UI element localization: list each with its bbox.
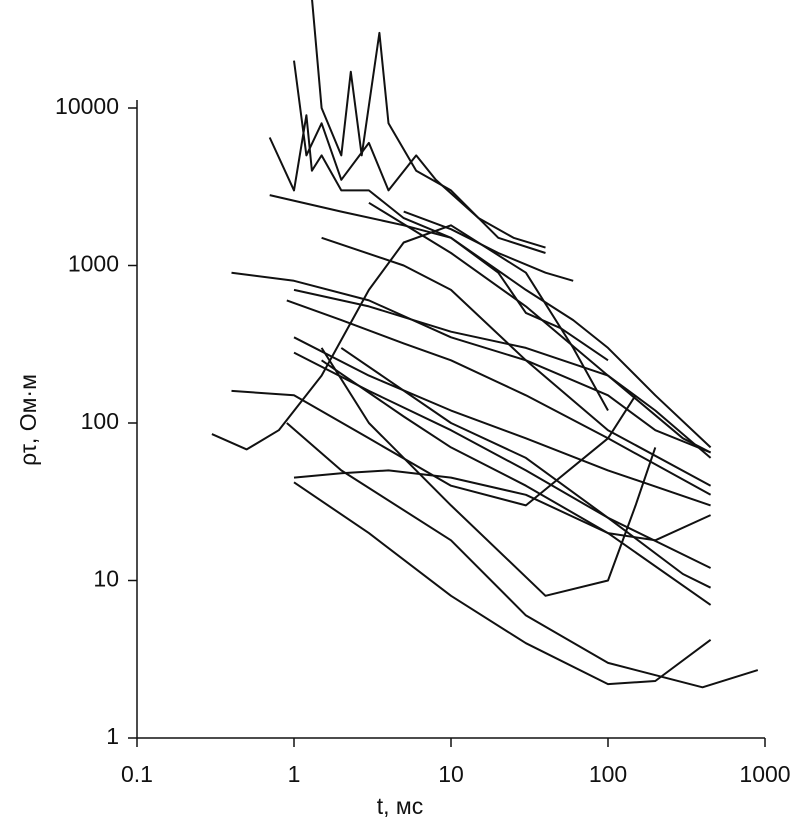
curve (320, 347, 657, 597)
curve (321, 359, 712, 606)
y-tick-label: 10000 (55, 93, 119, 119)
curve (311, 0, 546, 254)
curve (269, 194, 712, 449)
curve (293, 288, 712, 459)
y-tick-label: 1 (106, 723, 119, 749)
curve (368, 201, 712, 454)
curve (293, 60, 546, 249)
curve (286, 299, 712, 496)
x-tick-label: 0.1 (121, 761, 153, 787)
y-tick-label: 10 (93, 566, 119, 592)
x-tick-label: 1 (288, 761, 301, 787)
curve (286, 422, 759, 689)
curve (321, 236, 712, 487)
curve (340, 347, 712, 589)
y-axis-label: ρτ, Ом·м (15, 374, 41, 466)
curve (403, 210, 574, 282)
x-tick-label: 1000 (739, 761, 790, 787)
curve (268, 114, 609, 362)
curve (231, 271, 711, 454)
x-tick-label: 100 (589, 761, 627, 787)
x-tick-label: 10 (438, 761, 464, 787)
y-tick-label: 100 (81, 408, 119, 434)
curve (293, 336, 711, 507)
curve (293, 481, 712, 686)
curve (293, 469, 712, 542)
x-axis-label: t, мс (377, 793, 423, 819)
y-tick-label: 1000 (68, 251, 119, 277)
curve (211, 224, 609, 451)
